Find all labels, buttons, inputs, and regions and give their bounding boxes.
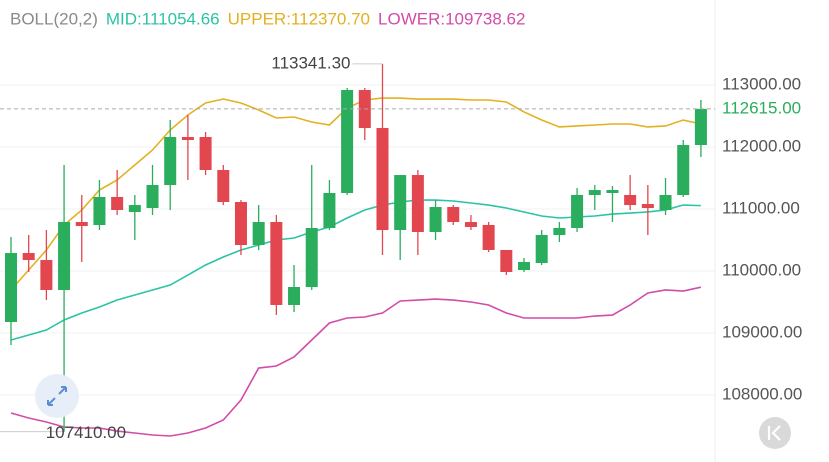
candle-body [22, 253, 35, 261]
candle-body [93, 196, 106, 225]
candle-body [111, 196, 124, 210]
candle-body [694, 108, 707, 146]
band-line [10, 286, 702, 437]
min-label: 107410.00 [46, 423, 126, 442]
max-label: 113341.30 [271, 53, 350, 72]
candle-body [624, 194, 637, 206]
candle-body [323, 193, 336, 228]
band-line [10, 97, 702, 291]
candle-body [128, 205, 141, 212]
candle-body [270, 222, 283, 305]
candle-body [571, 194, 584, 228]
back-button[interactable] [759, 417, 791, 449]
back-icon [767, 425, 781, 441]
y-tick-label: 108000.00 [722, 384, 802, 403]
candle-body [429, 207, 442, 233]
candle-body [411, 175, 424, 233]
candle-body [5, 253, 17, 323]
candle-body [500, 249, 513, 272]
candle-body [677, 145, 690, 195]
candle-body [305, 227, 318, 288]
expand-circle [35, 374, 79, 418]
candle-body [75, 222, 88, 226]
candle-body [376, 128, 389, 231]
candle-body [553, 227, 566, 235]
candle-body [288, 287, 301, 305]
candle-body [234, 201, 247, 246]
candle-body [252, 222, 265, 246]
last-price-label: 112615.00 [722, 98, 801, 117]
y-tick-label: 112000.00 [722, 136, 801, 155]
y-tick-label: 111000.00 [722, 198, 800, 217]
candle-body [58, 222, 71, 290]
candle-body [40, 260, 53, 290]
last-price-box [718, 97, 818, 120]
y-tick-label: 109000.00 [722, 322, 802, 341]
candle-body [641, 204, 654, 209]
candle-body [535, 234, 548, 264]
candle-body [199, 137, 212, 171]
candle-body [588, 190, 601, 195]
candle-body [659, 194, 672, 210]
candle-body [464, 222, 477, 227]
band-line [10, 199, 701, 341]
candle-body [482, 225, 495, 250]
candle-body [146, 185, 159, 209]
legend-entry: LOWER:109738.62 [378, 9, 525, 28]
expand-button[interactable] [35, 374, 79, 418]
candle-body [217, 170, 230, 202]
candle-body [518, 262, 531, 271]
expand-icon [47, 386, 67, 406]
candle-body [447, 207, 460, 223]
indicator-label: BOLL(20,2) [10, 9, 98, 28]
candle-body [394, 175, 407, 231]
y-tick-label: 113000.00 [722, 74, 801, 93]
candle-body [164, 137, 177, 186]
candle-body [341, 90, 354, 194]
legend-entry: MID:111054.66 [106, 9, 220, 28]
y-tick-label: 110000.00 [722, 260, 801, 279]
legend-entry: UPPER:112370.70 [228, 9, 370, 28]
candle-body [181, 137, 194, 140]
candle-body [606, 190, 619, 194]
back-circle [759, 417, 791, 449]
